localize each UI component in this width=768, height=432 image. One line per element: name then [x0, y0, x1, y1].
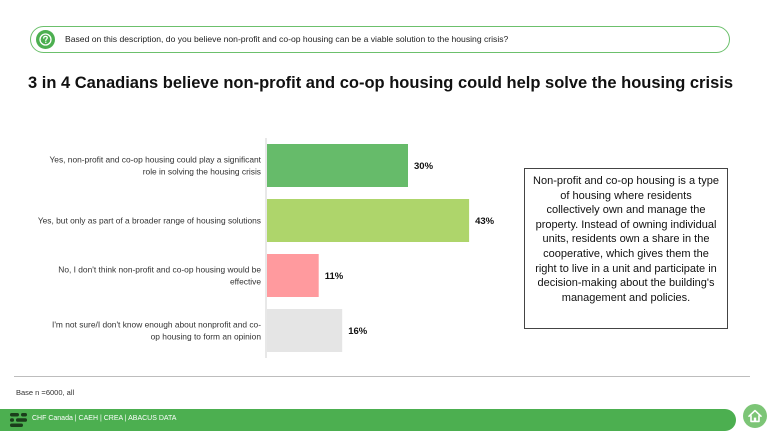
- value-label-2: 43%: [475, 216, 495, 227]
- chf-logo-icon: [10, 413, 28, 432]
- question-circle-icon: [36, 30, 55, 49]
- question-banner: Based on this description, do you believ…: [30, 26, 730, 53]
- home-icon: [748, 409, 762, 423]
- definition-callout: Non-profit and co-op housing is a type o…: [524, 168, 728, 329]
- value-label-4: 16%: [348, 326, 368, 337]
- category-label-4: I'm not sure/I don't know enough about n…: [52, 320, 261, 342]
- category-label-3: No, I don't think non-profit and co-op h…: [58, 265, 261, 287]
- category-label-1: Yes, non-profit and co-op housing could …: [49, 155, 261, 177]
- page-title: 3 in 4 Canadians believe non-profit and …: [28, 74, 734, 92]
- question-text: Based on this description, do you believ…: [65, 34, 509, 44]
- footer-bar: CHF Canada | CAEH | CREA | ABACUS DATA: [0, 409, 736, 431]
- bar-3: [267, 254, 319, 297]
- bar-chart: 30% Yes, non-profit and co-op housing cou…: [38, 138, 495, 358]
- home-button[interactable]: [743, 404, 767, 428]
- bar-1: [267, 144, 408, 187]
- bar-2: [267, 199, 470, 242]
- value-label-3: 11%: [325, 271, 344, 282]
- category-label-2: Yes, but only as part of a broader range…: [38, 216, 261, 226]
- footer-partners: CHF Canada | CAEH | CREA | ABACUS DATA: [32, 415, 177, 422]
- value-label-1: 30%: [414, 161, 434, 172]
- bar-4: [267, 309, 343, 352]
- base-note: Base n =6000, all: [16, 388, 75, 397]
- footer-divider: [14, 376, 750, 377]
